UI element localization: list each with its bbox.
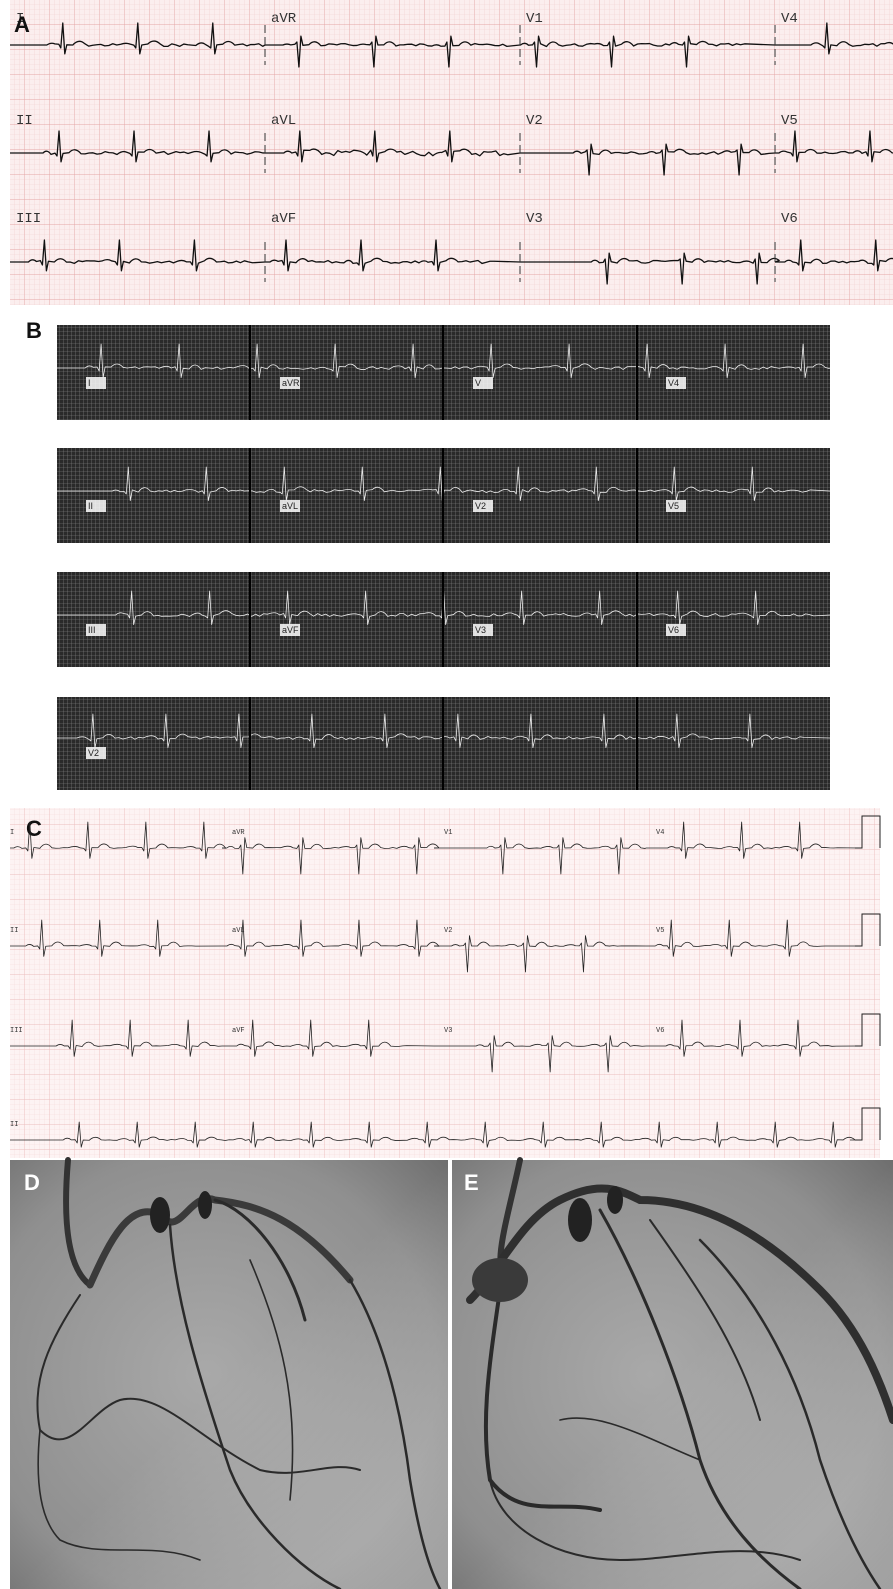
ecg-trace	[265, 239, 521, 272]
ecg-trace	[265, 35, 521, 68]
lead-label: V5	[656, 927, 664, 935]
ecg-trace	[222, 919, 440, 957]
calibration-pulse	[855, 913, 881, 947]
ecg-trace	[10, 239, 266, 272]
calibration-pulse	[855, 1013, 881, 1047]
ecg-trace	[57, 343, 831, 378]
lead-label-box	[473, 377, 493, 389]
lead-label: aVL	[271, 113, 296, 129]
lead-label: V6	[668, 625, 679, 635]
ecg-trace	[520, 143, 776, 176]
lead-label: III	[10, 1027, 23, 1035]
lead-label: aVR	[232, 829, 245, 837]
ecg-grid	[10, 808, 880, 1158]
ecg-trace	[222, 1019, 435, 1057]
lead-label: V	[475, 378, 481, 388]
ecg-trace	[646, 821, 859, 859]
lead-label: V2	[526, 113, 543, 129]
ecg-trace	[10, 1019, 223, 1057]
ecg-trace	[775, 239, 893, 272]
panel-label: D	[24, 1170, 40, 1195]
lead-label: V4	[656, 829, 664, 837]
lead-label-box	[666, 500, 686, 512]
lead-label: V6	[781, 211, 798, 227]
ecg-trace	[10, 821, 227, 859]
ecg-trace	[520, 252, 780, 285]
ecg-trace	[222, 837, 440, 875]
lead-label-box	[280, 377, 300, 389]
ecg-trace	[519, 35, 776, 68]
ecg-trace	[775, 22, 893, 55]
lead-label: II	[88, 501, 93, 511]
lead-label: aVR	[282, 378, 300, 388]
ecg-trace	[10, 130, 266, 163]
ecg-trace	[57, 713, 831, 748]
lead-label: V1	[526, 11, 543, 27]
ecg-trace	[10, 22, 266, 55]
lead-label: II	[10, 927, 18, 935]
ecg-trace	[646, 1019, 859, 1057]
lead-label-box	[280, 624, 300, 636]
ecg-trace	[10, 919, 223, 957]
calibration-pulse	[855, 1107, 881, 1141]
ecg-trace	[434, 1035, 647, 1073]
lead-label: aVF	[232, 1027, 245, 1035]
lead-label: I	[88, 378, 91, 388]
lead-label-box	[666, 624, 686, 636]
ecg-trace	[646, 919, 859, 957]
lead-label-box	[473, 624, 493, 636]
lead-label-box	[86, 747, 106, 759]
lead-label: V2	[88, 748, 99, 758]
ecg-trace	[434, 935, 647, 973]
lead-label: aVL	[282, 501, 298, 511]
angiogram-shade	[10, 1160, 448, 1589]
lead-label: I	[10, 829, 14, 837]
panel-label: E	[464, 1170, 479, 1195]
lead-label: V3	[526, 211, 543, 227]
lead-label: II	[16, 113, 33, 129]
lead-label: V4	[668, 378, 679, 388]
ecg-trace	[57, 466, 831, 501]
lead-label: aVL	[232, 927, 245, 935]
lead-label: V1	[444, 829, 452, 837]
lead-label: V3	[444, 1027, 452, 1035]
lead-label: aVF	[282, 625, 299, 635]
panel-label: B	[26, 318, 42, 343]
lead-label: V6	[656, 1027, 664, 1035]
lead-label: V4	[781, 11, 798, 27]
ecg-trace	[10, 1121, 856, 1148]
calibration-pulse	[855, 815, 881, 849]
lead-label: II	[10, 1121, 18, 1129]
lead-label: aVR	[271, 11, 297, 27]
lead-label: V3	[475, 625, 486, 635]
lead-label-box	[666, 377, 686, 389]
panel-label: A	[14, 12, 30, 37]
lead-label: III	[16, 211, 41, 227]
lead-label-box	[473, 500, 493, 512]
lead-label: V2	[444, 927, 452, 935]
ecg-trace	[775, 130, 893, 163]
lead-label: V5	[668, 501, 679, 511]
lead-label: III	[88, 625, 96, 635]
ecg-trace	[57, 590, 831, 625]
lead-label-box	[86, 377, 106, 389]
lead-label: V5	[781, 113, 798, 129]
ecg-trace	[265, 130, 521, 163]
ecg-trace	[434, 837, 647, 875]
lead-label: aVF	[271, 211, 296, 227]
lead-label: I	[16, 11, 24, 27]
lead-label: V2	[475, 501, 486, 511]
lead-label-box	[86, 500, 106, 512]
lead-label-box	[280, 500, 300, 512]
vessel-blobs	[150, 1186, 623, 1302]
lead-label-box	[86, 624, 106, 636]
